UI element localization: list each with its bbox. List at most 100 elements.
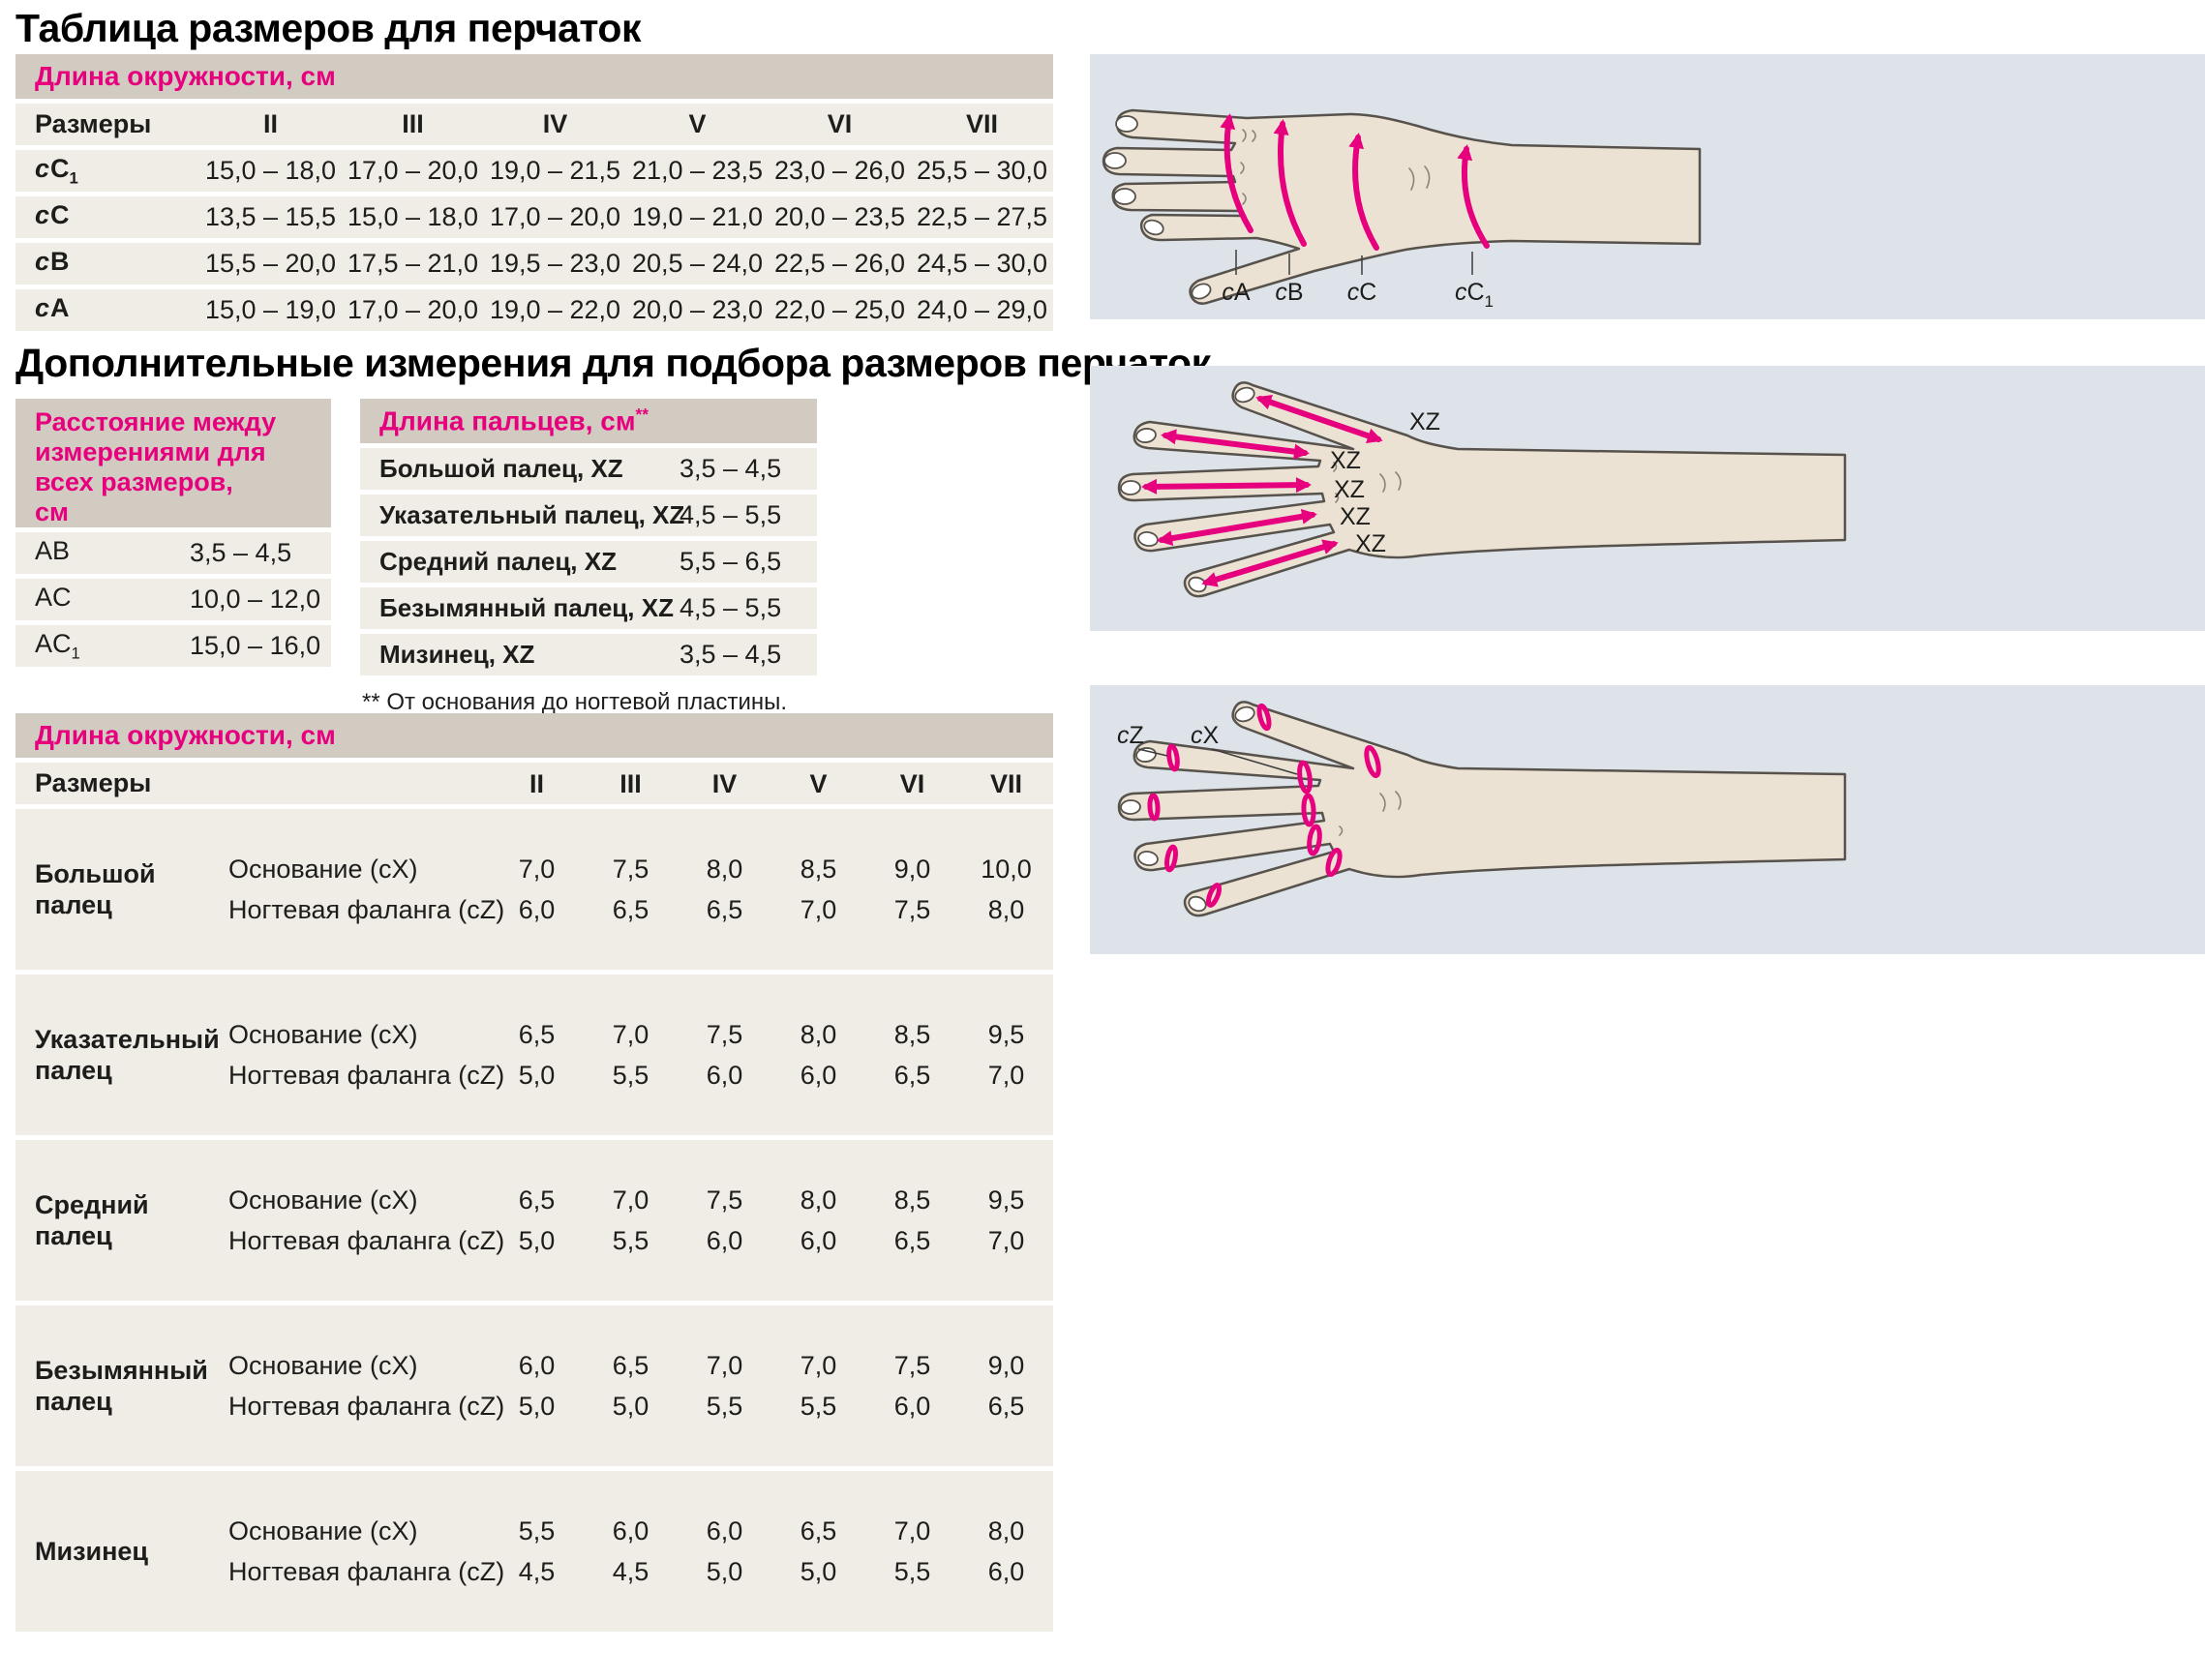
finger-length-arrows xyxy=(1141,395,1383,587)
distance-row-ac: AC 10,0 – 12,0 xyxy=(15,579,331,620)
label-cc1: cC1 xyxy=(1455,279,1494,311)
size-column-header: VII xyxy=(965,109,998,138)
value-cell: 9,5 7,0 xyxy=(959,1014,1053,1095)
distance-table-header: Расстояние между измерениями для всех ра… xyxy=(15,399,331,527)
xz-label: XZ xyxy=(1409,408,1440,435)
finger-circumference-illustration-panel: cZ cX xyxy=(1090,685,2205,954)
fingernail xyxy=(1137,850,1159,867)
nail-value: 5,5 xyxy=(800,1392,837,1421)
finger-length-table: Длина пальцев, см** Большой палец, XZ 3,… xyxy=(360,399,817,716)
finger-length-row: Средний палец, XZ 5,5 – 6,5 xyxy=(360,541,817,583)
xz-label: XZ xyxy=(1355,530,1386,557)
finger-row-thumb: Большой палец Основание (cX) Ногтевая фа… xyxy=(15,809,1053,970)
base-value: 7,0 xyxy=(893,1516,931,1545)
table-row-cb: cB 15,5 – 20,0 17,5 – 21,0 19,5 – 23,0 2… xyxy=(15,243,1053,285)
measurement-arrows xyxy=(1220,113,1490,251)
value-cell: 6,5 5,0 xyxy=(490,1014,584,1095)
row-label: cA xyxy=(35,292,70,322)
fingernail xyxy=(1143,219,1164,236)
range-cell: 3,5 – 4,5 xyxy=(680,640,782,669)
base-label: Основание (cX) xyxy=(228,1020,418,1049)
ring-thumb-base xyxy=(1364,744,1381,779)
size-column-header: IV xyxy=(711,768,738,798)
finger-circumference-head-row: Размеры II III IV V VI VII xyxy=(15,763,1053,804)
range-cell: 15,0 – 16,0 xyxy=(190,631,321,660)
value-cell: 7,0 5,5 xyxy=(584,1180,678,1261)
nail-value: 6,5 xyxy=(706,895,743,924)
value-cell: 8,5 6,5 xyxy=(865,1014,959,1095)
range-cell: 17,0 – 20,0 xyxy=(347,156,479,185)
arrow-thumb-xz xyxy=(1255,395,1383,443)
size-column-header: III xyxy=(402,109,424,138)
value-cell: 7,5 6,5 xyxy=(584,849,678,930)
circumference-table-header-label: Длина окружности, см xyxy=(35,61,336,91)
base-value: 7,0 xyxy=(706,1351,743,1380)
range-cell: 24,5 – 30,0 xyxy=(916,249,1048,278)
leader-lines xyxy=(1137,748,1298,775)
value-cell: 10,0 8,0 xyxy=(959,849,1053,930)
footnote: ** От основания до ногтевой пластины. xyxy=(362,689,788,715)
range-cell: 19,0 – 22,0 xyxy=(489,295,621,324)
ring-little-nail xyxy=(1205,883,1223,908)
value-cell: 7,0 6,0 xyxy=(490,849,584,930)
range-cell: 4,5 – 5,5 xyxy=(680,593,782,622)
measure-type-labels: Основание (cX) Ногтевая фаланга (cZ) xyxy=(228,1180,504,1261)
header-line: всех размеров, xyxy=(35,467,233,496)
range-cell: 17,0 – 20,0 xyxy=(347,295,479,324)
range-cell: 15,5 – 20,0 xyxy=(204,249,337,278)
range-cell: 22,5 – 26,0 xyxy=(773,249,906,278)
finger-name: Безымянный палец xyxy=(35,1356,208,1416)
base-value: 7,5 xyxy=(612,855,649,884)
range-cell: 15,0 – 19,0 xyxy=(204,295,337,324)
nail-value: 5,0 xyxy=(800,1557,837,1586)
base-value: 5,5 xyxy=(518,1516,556,1545)
nail-value: 5,0 xyxy=(518,1061,556,1090)
nail-label: Ногтевая фаланга (cZ) xyxy=(228,1557,505,1586)
section1-title: Таблица размеров для перчаток xyxy=(15,6,641,50)
base-value: 7,0 xyxy=(612,1185,649,1215)
nail-value: 4,5 xyxy=(612,1557,649,1586)
nail-value: 7,5 xyxy=(893,895,931,924)
table-row-cc: cC 13,5 – 15,5 15,0 – 18,0 17,0 – 20,0 1… xyxy=(15,196,1053,238)
fingernail xyxy=(1115,115,1138,133)
finger-name: Мизинец xyxy=(35,1537,149,1566)
circumference-table: Длина окружности, см Размеры II III IV V… xyxy=(15,54,1053,336)
finger-name: Большой палец xyxy=(35,859,156,919)
base-value: 7,5 xyxy=(706,1020,743,1049)
finger-length-header-label: Длина пальцев, см** xyxy=(379,405,649,436)
ring-middle-nail xyxy=(1147,793,1161,822)
base-value: 9,0 xyxy=(893,855,931,884)
range-cell: 23,0 – 26,0 xyxy=(773,156,906,185)
nail-value: 6,5 xyxy=(893,1061,931,1090)
finger-length-row: Большой палец, XZ 3,5 – 4,5 xyxy=(360,448,817,490)
nail-value: 5,0 xyxy=(706,1557,743,1586)
range-cell: 19,0 – 21,0 xyxy=(631,202,764,231)
label-cz: cZ xyxy=(1117,722,1144,749)
arrow-index-xz xyxy=(1161,429,1310,460)
size-column-header: V xyxy=(809,768,828,798)
range-cell: 17,0 – 20,0 xyxy=(489,202,621,231)
value-cell: 7,0 5,5 xyxy=(584,1014,678,1095)
size-column-header: III xyxy=(619,768,642,798)
range-cell: 3,5 – 4,5 xyxy=(190,538,292,567)
value-cell: 9,0 7,5 xyxy=(865,849,959,930)
base-value: 8,5 xyxy=(800,855,837,884)
range-cell: 13,5 – 15,5 xyxy=(204,202,337,231)
row-label: Большой палец, XZ xyxy=(379,454,623,483)
size-column-header: VII xyxy=(989,768,1022,798)
range-cell: 25,5 – 30,0 xyxy=(916,156,1048,185)
row-label: Мизинец, XZ xyxy=(379,640,535,669)
ring-middle-base xyxy=(1301,793,1316,827)
range-cell: 17,5 – 21,0 xyxy=(347,249,479,278)
measure-type-labels: Основание (cX) Ногтевая фаланга (cZ) xyxy=(228,1014,504,1095)
xz-label: XZ xyxy=(1330,447,1361,474)
row-label: cB xyxy=(35,246,70,276)
value-cell: 5,5 4,5 xyxy=(490,1511,584,1592)
ring-ring-nail xyxy=(1164,844,1178,873)
fingernail xyxy=(1188,895,1207,913)
row-label: cC xyxy=(35,199,70,229)
ring-ring-base xyxy=(1307,824,1322,856)
arrow-cc xyxy=(1348,133,1379,251)
range-cell: 3,5 – 4,5 xyxy=(680,454,782,483)
skin-creases xyxy=(1339,791,1402,836)
